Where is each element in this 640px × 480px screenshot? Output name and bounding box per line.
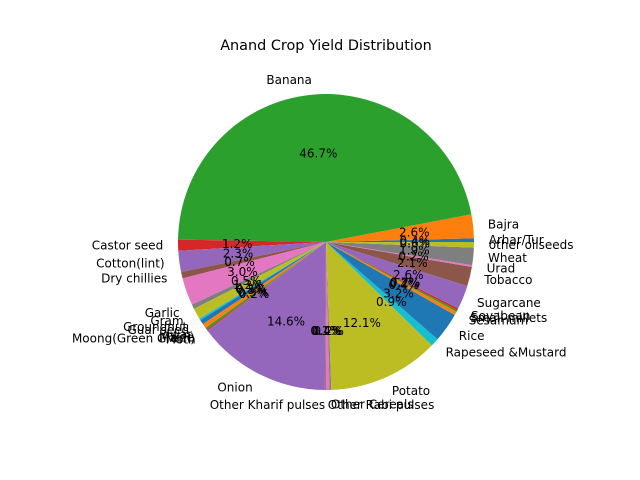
pie-slice: [326, 242, 455, 340]
slice-label: Gram: [150, 314, 183, 328]
slice-label: other oilseeds: [489, 238, 574, 252]
percent-label: 3.2%: [383, 286, 414, 300]
pie-slice: [326, 242, 438, 346]
percent-label: 0.2%: [398, 250, 429, 264]
percent-label: 0.7%: [224, 255, 255, 269]
pie-slice: [182, 242, 326, 305]
percent-label: 3.0%: [227, 265, 258, 279]
slice-label: Small millets: [470, 311, 547, 325]
percent-label: 0.1%: [310, 324, 341, 338]
slice-label: Jowar: [158, 327, 192, 341]
pie-slice: [181, 242, 326, 279]
pie-slice: [191, 242, 326, 309]
pie-slice: [202, 242, 326, 328]
percent-label: 0.2%: [239, 287, 270, 301]
pie-slice: [178, 94, 472, 242]
pie-slice: [324, 242, 326, 391]
percent-label: 0.5%: [231, 274, 262, 288]
slice-label: Other Cereals: [331, 398, 414, 412]
percent-label: 0.2%: [313, 324, 344, 338]
pie-slice: [326, 242, 473, 268]
percent-label: 12.1%: [343, 316, 381, 330]
percent-label: 2.6%: [393, 268, 424, 282]
slice-label: Other Kharif pulses: [210, 398, 325, 412]
slice-label: Other Rabi pulses: [328, 398, 435, 412]
percent-label: 1.2%: [233, 278, 264, 292]
slice-label: Soyabean: [471, 309, 530, 323]
pie-slice: [326, 242, 332, 390]
slice-label: Banana: [266, 73, 312, 87]
pie-slices: [178, 94, 474, 391]
slice-label: Potato: [392, 384, 430, 398]
pie-slice: [326, 242, 457, 315]
pie-slice: [207, 242, 326, 331]
slice-label: Bajra: [488, 218, 519, 232]
pie-slice: [199, 242, 326, 321]
slice-label: Cotton(lint): [96, 256, 164, 270]
slice-label: Castor seed: [92, 239, 163, 253]
percent-label: 0.9%: [376, 295, 407, 309]
percent-label: 0.4%: [400, 234, 431, 248]
pie-slice: [326, 214, 474, 242]
slice-label: Garlic: [145, 306, 180, 320]
percent-label: 2.1%: [397, 256, 428, 270]
pie-slice: [326, 242, 459, 311]
slice-label: Onion: [217, 380, 252, 394]
percent-label: 46.7%: [299, 147, 337, 161]
pie-slice: [206, 242, 326, 331]
slice-label: Tobacco: [483, 273, 532, 287]
pie-slice: [326, 242, 474, 266]
slice-label: Moong(Green Gram): [72, 332, 195, 346]
slice-label: Maize: [159, 330, 194, 344]
slice-label: Rapeseed &Mustard: [446, 345, 567, 359]
slice-label: Moth: [166, 332, 196, 346]
percent-label: 1.9%: [399, 244, 430, 258]
slice-label: Dry chillies: [101, 272, 167, 286]
slice-label: Urad: [487, 262, 516, 276]
percent-label: 0.5%: [238, 285, 269, 299]
slice-label: Sesamum: [469, 314, 529, 328]
slice-label: Arhar/Tur: [489, 233, 544, 247]
slice-label: Sugarcane: [477, 296, 541, 310]
pie-slice: [178, 242, 326, 273]
slice-label: Wheat: [488, 251, 527, 265]
percent-label: 0.2%: [389, 276, 420, 290]
pie-slice: [207, 242, 326, 390]
percent-label: 0.5%: [236, 283, 267, 297]
pie-slice: [326, 242, 472, 286]
pie-slice: [325, 242, 330, 391]
pie-slice: [326, 242, 474, 248]
percent-label: 14.6%: [267, 314, 305, 328]
pie-slice: [205, 242, 326, 330]
slice-label: Guar seed: [127, 323, 189, 337]
pie-slice: [326, 242, 468, 309]
percent-label: 0.6%: [400, 237, 431, 251]
pie-slice: [326, 242, 458, 312]
percent-labels: 0.4%2.6%46.7%1.2%2.3%0.7%3.0%0.5%1.2%0.2…: [222, 147, 430, 338]
slice-label: Rice: [459, 329, 485, 343]
percent-label: 2.6%: [399, 226, 430, 240]
percent-label: 2.3%: [223, 247, 254, 261]
chart-title: Anand Crop Yield Distribution: [220, 38, 432, 54]
slice-label: Groundnut: [123, 320, 187, 334]
percent-label: 1.2%: [222, 237, 253, 251]
percent-label: 0.2%: [390, 275, 421, 289]
pie-slice: [193, 242, 326, 319]
pie-slice: [326, 242, 432, 390]
percent-label: 0.4%: [389, 278, 420, 292]
pie-slice: [200, 242, 326, 325]
percent-label: 0.2%: [235, 281, 266, 295]
pie-slice: [326, 238, 474, 242]
percent-label: 0.4%: [312, 324, 343, 338]
pie-slice: [178, 239, 326, 251]
